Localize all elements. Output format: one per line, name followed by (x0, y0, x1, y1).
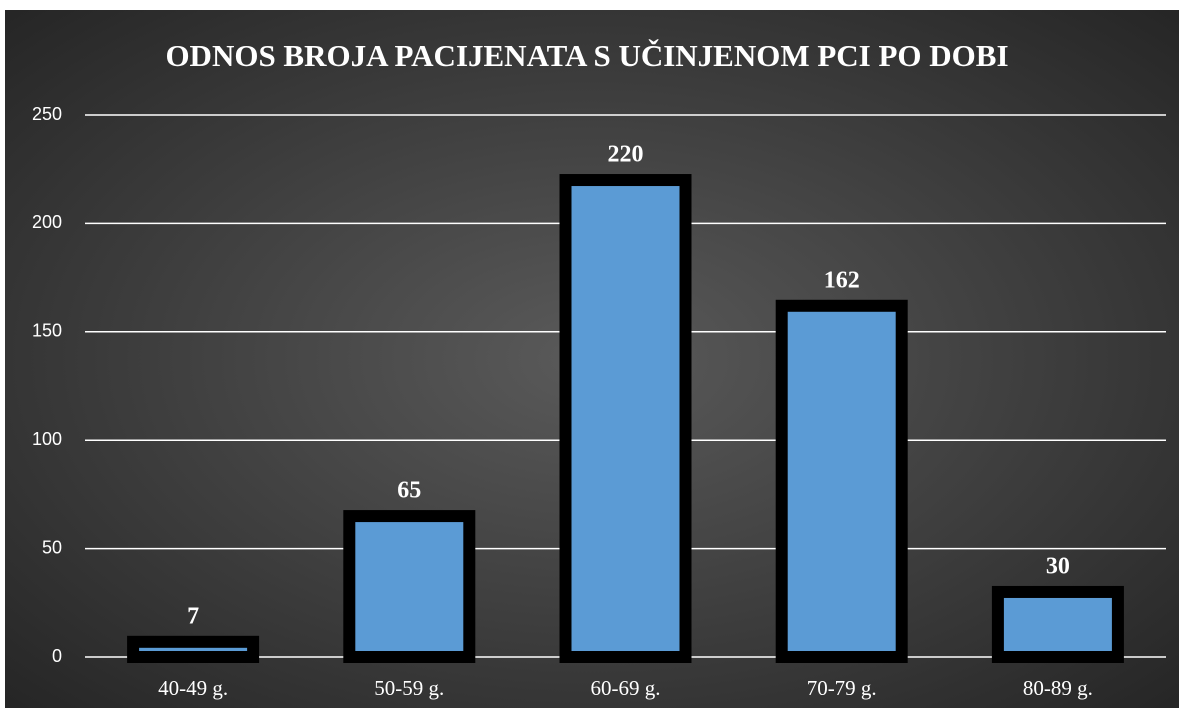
data-label: 30 (1046, 553, 1070, 579)
data-label: 7 (187, 603, 199, 629)
y-tick-label: 0 (52, 646, 62, 666)
x-tick-label: 80-89 g. (1023, 676, 1093, 700)
y-tick-label: 250 (32, 104, 62, 124)
y-tick-label: 50 (42, 537, 62, 557)
y-tick-label: 100 (32, 429, 62, 449)
bar (127, 635, 260, 663)
bar (343, 510, 476, 664)
data-label: 65 (397, 478, 421, 504)
data-label: 162 (824, 267, 860, 293)
x-tick-label: 70-79 g. (807, 676, 877, 700)
chart-title: ODNOS BROJA PACIJENATA S UČINJENOM PCI P… (165, 38, 1008, 73)
bar (559, 174, 692, 663)
bar (991, 585, 1124, 664)
bar (775, 299, 908, 663)
y-tick-label: 150 (32, 321, 62, 341)
y-tick-label: 200 (32, 212, 62, 232)
data-label: 220 (608, 142, 644, 168)
x-tick-label: 50-59 g. (374, 676, 444, 700)
x-tick-label: 60-69 g. (591, 676, 661, 700)
x-tick-label: 40-49 g. (158, 676, 228, 700)
